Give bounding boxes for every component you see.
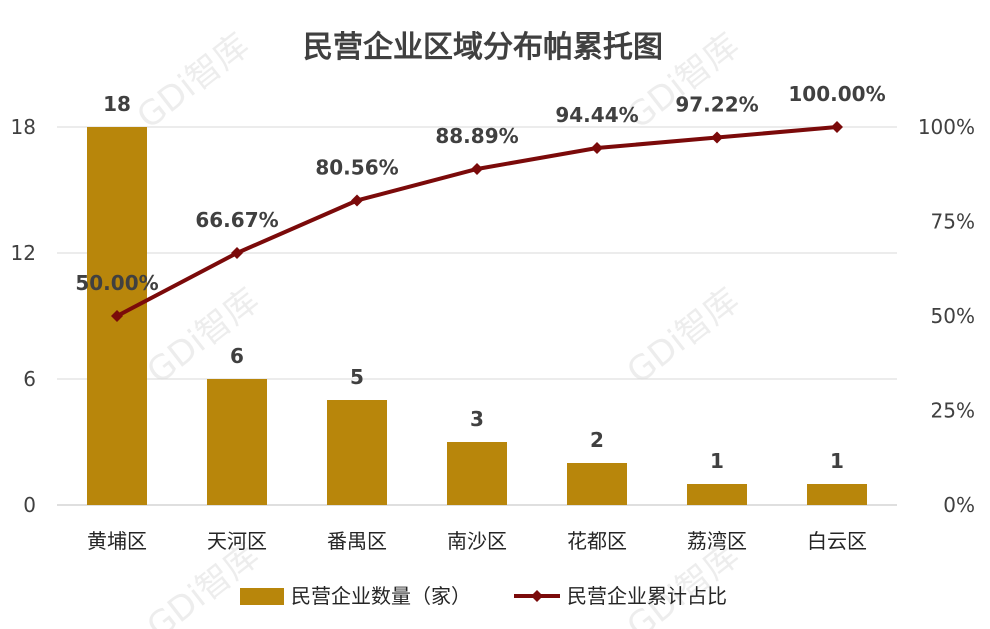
- category-labels: 黄埔区 天河区 番禺区 南沙区 花都区 荔湾区 白云区: [87, 529, 867, 553]
- bar-data-label: 6: [230, 344, 244, 368]
- line-marker: [831, 121, 843, 133]
- line-data-label: 94.44%: [555, 103, 638, 127]
- right-axis-tick-label: 0%: [943, 493, 975, 517]
- category-label: 黄埔区: [87, 529, 147, 553]
- right-axis-tick-label: 25%: [931, 399, 975, 423]
- line-data-label: 97.22%: [675, 93, 758, 117]
- bar: [327, 400, 387, 505]
- bar-data-label: 1: [710, 449, 724, 473]
- line-marker: [111, 310, 123, 322]
- left-axis-ticks: 0 6 12 18: [11, 115, 36, 517]
- line-data-label: 66.67%: [195, 208, 278, 232]
- line-marker: [351, 194, 363, 207]
- bar: [447, 442, 507, 505]
- legend-label-bar: 民营企业数量（家）: [291, 584, 471, 608]
- category-label: 白云区: [807, 529, 867, 553]
- category-label: 南沙区: [447, 529, 507, 553]
- line-marker: [231, 246, 243, 259]
- line-data-label: 80.56%: [315, 155, 398, 179]
- left-axis-tick-label: 0: [23, 493, 36, 517]
- line-marker: [591, 142, 603, 155]
- right-axis-tick-label: 75%: [931, 210, 975, 234]
- left-axis-tick-label: 18: [11, 115, 36, 139]
- bar-data-labels: 18 6 5 3 2 1 1: [103, 92, 844, 473]
- right-axis-tick-label: 50%: [931, 304, 975, 328]
- category-label: 天河区: [207, 529, 267, 553]
- legend-label-line: 民营企业累计占比: [567, 584, 727, 608]
- left-axis-tick-label: 12: [11, 241, 36, 265]
- right-axis-ticks: 0% 25% 50% 75% 100%: [918, 115, 975, 517]
- line-marker: [471, 162, 483, 175]
- line-data-label: 100.00%: [788, 82, 885, 106]
- bar-data-label: 2: [590, 428, 604, 452]
- category-label: 荔湾区: [687, 529, 747, 553]
- legend: 民营企业数量（家） 民营企业累计占比: [240, 584, 727, 608]
- bar-data-label: 1: [830, 449, 844, 473]
- bar: [807, 484, 867, 505]
- line-series: [111, 121, 843, 322]
- bar-series: [87, 127, 867, 505]
- chart-title: 民营企业区域分布帕累托图: [303, 30, 663, 65]
- legend-marker-line: [531, 590, 543, 602]
- legend-swatch-bar: [240, 588, 284, 605]
- bar-data-label: 5: [350, 365, 364, 389]
- left-axis-tick-label: 6: [23, 367, 36, 391]
- line-data-label: 50.00%: [75, 271, 158, 295]
- bar-data-label: 18: [103, 92, 131, 116]
- watermark-text: GDi智库: [130, 26, 257, 138]
- category-label: 花都区: [567, 529, 627, 553]
- right-axis-tick-label: 100%: [918, 115, 975, 139]
- line-data-label: 88.89%: [435, 124, 518, 148]
- bar: [567, 463, 627, 505]
- gridlines: [57, 126, 897, 506]
- bar-data-label: 3: [470, 407, 484, 431]
- watermark-text: GDi智库: [620, 281, 747, 393]
- line-data-labels: 50.00% 66.67% 80.56% 88.89% 94.44% 97.22% 100.…: [75, 82, 885, 295]
- bar: [207, 379, 267, 505]
- bar: [687, 484, 747, 505]
- watermark-text: GDi智库: [140, 281, 267, 393]
- category-label: 番禺区: [327, 529, 387, 553]
- line-marker: [711, 131, 723, 144]
